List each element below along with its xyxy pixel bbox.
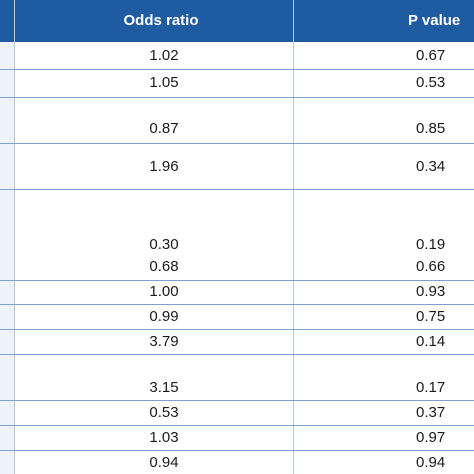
row-stub: [0, 42, 14, 69]
odds-ratio-cell: 0.68: [149, 258, 179, 275]
p-value-cell: 0.66: [416, 258, 446, 275]
row-stub: [0, 330, 14, 354]
p-value-cell: 0.34: [416, 158, 446, 175]
header-odds-ratio: Odds ratio: [123, 12, 199, 29]
row-stub: [0, 305, 14, 329]
table-header: Odds ratio P value: [0, 0, 474, 42]
table-row: 0.94 0.94: [0, 451, 474, 474]
odds-ratio-cell: 1.00: [149, 283, 179, 300]
row-stub: [0, 70, 14, 97]
header-p-value: P value: [408, 12, 461, 29]
table-row: 1.00 0.93: [0, 281, 474, 305]
table-row: 3.79 0.14: [0, 330, 474, 355]
p-value-cell: 0.37: [416, 404, 446, 421]
p-value-cell: 0.85: [416, 120, 446, 137]
p-value-cell: 0.19: [416, 236, 446, 253]
row-stub: [0, 281, 14, 304]
p-value-cell: 0.75: [416, 308, 446, 325]
column-divider-left: [14, 0, 15, 474]
table-row: 0.30 0.19 0.68 0.66: [0, 190, 474, 281]
table-row: 3.15 0.17: [0, 355, 474, 401]
table-row: 1.05 0.53: [0, 70, 474, 98]
odds-ratio-cell: 1.96: [149, 158, 179, 175]
row-stub: [0, 451, 14, 474]
row-stub: [0, 98, 14, 143]
table-row: 1.03 0.97: [0, 426, 474, 451]
table-row: 1.96 0.34: [0, 144, 474, 190]
odds-ratio-cell: 1.03: [149, 429, 179, 446]
p-value-cell: 0.67: [416, 47, 446, 64]
p-value-cell: 0.94: [416, 454, 446, 471]
row-stub: [0, 355, 14, 400]
odds-ratio-cell: 3.79: [149, 333, 179, 350]
p-value-cell: 0.93: [416, 283, 446, 300]
column-divider-middle: [293, 0, 294, 474]
odds-ratio-cell: 0.53: [149, 404, 179, 421]
row-stub: [0, 144, 14, 189]
row-stub: [0, 190, 14, 280]
table-row: 0.99 0.75: [0, 305, 474, 330]
odds-ratio-cell: 1.05: [149, 74, 179, 91]
odds-ratio-cell: 1.02: [149, 47, 179, 64]
row-stub: [0, 426, 14, 450]
table-row: 0.87 0.85: [0, 98, 474, 144]
table-row: 1.02 0.67: [0, 42, 474, 70]
row-stub: [0, 401, 14, 425]
p-value-cell: 0.14: [416, 333, 446, 350]
odds-ratio-cell: 0.87: [149, 120, 179, 137]
p-value-cell: 0.97: [416, 429, 446, 446]
p-value-cell: 0.53: [416, 74, 446, 91]
p-value-cell: 0.17: [416, 379, 446, 396]
odds-ratio-cell: 0.99: [149, 308, 179, 325]
odds-ratio-cell: 0.94: [149, 454, 179, 471]
table-row: 0.53 0.37: [0, 401, 474, 426]
odds-ratio-cell: 3.15: [149, 379, 179, 396]
odds-ratio-cell: 0.30: [149, 236, 179, 253]
